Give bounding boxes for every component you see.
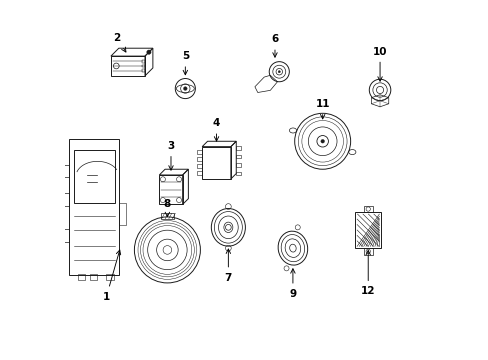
Bar bbox=[236, 155, 240, 158]
Bar bbox=[111, 56, 144, 76]
Bar bbox=[60, 193, 69, 206]
Bar bbox=[142, 60, 144, 63]
Text: 7: 7 bbox=[224, 249, 232, 283]
Text: 1: 1 bbox=[102, 250, 121, 302]
Text: 12: 12 bbox=[360, 251, 375, 296]
Bar bbox=[236, 163, 240, 167]
Bar bbox=[202, 147, 230, 179]
Bar bbox=[363, 248, 372, 255]
Bar bbox=[60, 229, 69, 242]
Circle shape bbox=[146, 50, 151, 54]
Bar bbox=[197, 164, 202, 168]
Bar bbox=[161, 213, 174, 219]
Bar bbox=[106, 274, 113, 280]
Text: 9: 9 bbox=[289, 269, 296, 299]
Bar bbox=[60, 165, 69, 177]
Text: 4: 4 bbox=[212, 118, 220, 141]
Text: 6: 6 bbox=[271, 35, 278, 57]
Bar bbox=[236, 172, 240, 175]
Text: 10: 10 bbox=[372, 46, 386, 81]
Bar bbox=[78, 274, 85, 280]
Text: 5: 5 bbox=[182, 51, 188, 75]
Text: 2: 2 bbox=[113, 33, 125, 52]
Circle shape bbox=[183, 87, 187, 90]
Bar bbox=[355, 212, 380, 248]
Bar bbox=[197, 157, 202, 161]
Bar bbox=[142, 69, 144, 72]
Bar bbox=[90, 274, 97, 280]
Bar bbox=[142, 64, 144, 67]
Text: 3: 3 bbox=[167, 141, 174, 170]
Bar bbox=[236, 146, 240, 150]
Bar bbox=[197, 149, 202, 154]
Bar bbox=[159, 175, 182, 204]
Circle shape bbox=[320, 139, 324, 143]
Text: 11: 11 bbox=[315, 99, 329, 119]
Bar bbox=[197, 171, 202, 175]
Bar bbox=[119, 203, 126, 225]
Text: 8: 8 bbox=[163, 199, 171, 217]
Bar bbox=[363, 206, 372, 212]
Circle shape bbox=[278, 71, 280, 73]
